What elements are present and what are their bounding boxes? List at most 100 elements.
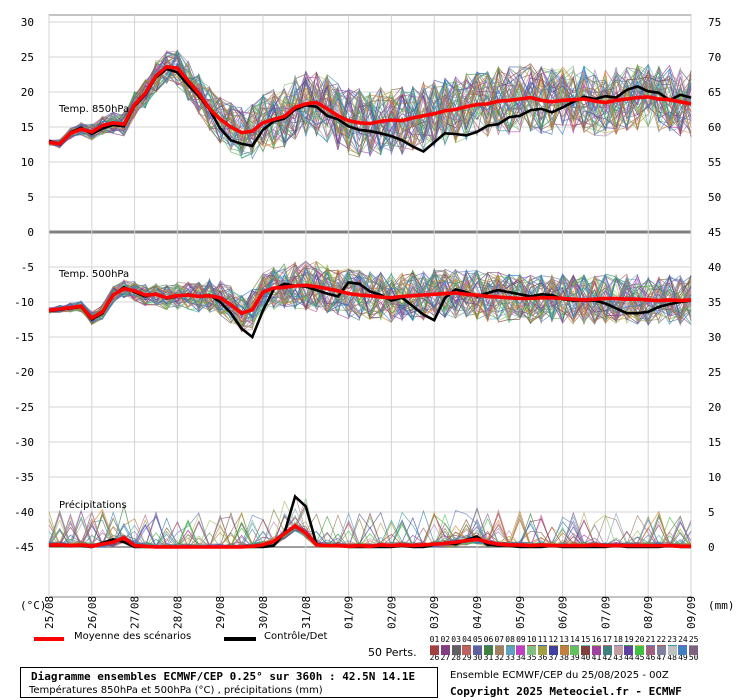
right-tick-label: 40 [708, 261, 721, 274]
pert-label: 44 [624, 653, 634, 662]
date-tick-label: 30/08 [257, 596, 270, 629]
pert-swatch [656, 646, 666, 655]
pert-swatch [484, 646, 493, 655]
member-line [48, 67, 692, 157]
credit-run: Ensemble ECMWF/CEP du 25/08/2025 - 00Z [450, 670, 669, 681]
mean-legend-label: Moyenne des scénarios [74, 631, 192, 642]
left-tick-label: -10 [14, 296, 34, 309]
date-tick-label: 28/08 [171, 596, 184, 629]
pert-swatch [494, 646, 504, 655]
left-tick-label: -15 [14, 331, 34, 344]
info-subtitle: Températures 850hPa et 500hPa (°C) , pré… [29, 685, 323, 696]
mean-line [48, 283, 692, 321]
pert-label: 31 [483, 653, 494, 662]
pert-label: 04 [462, 635, 472, 644]
right-tick-label: 15 [708, 436, 721, 449]
panel-label-850: Temp. 850hPa [58, 104, 129, 115]
info-box: Diagramme ensembles ECMWF/CEP 0.25° sur … [20, 667, 438, 698]
pert-swatch [451, 646, 461, 655]
date-tick-label: 31/08 [300, 596, 313, 629]
member-line [48, 269, 692, 323]
pert-label: 11 [537, 635, 548, 644]
perts-label: 50 Perts. [368, 646, 417, 659]
left-tick-label: 30 [21, 16, 34, 29]
right-tick-label: 5 [708, 506, 715, 519]
right-tick-label: 75 [708, 16, 721, 29]
left-tick-label: -5 [21, 261, 34, 274]
pert-label: 06 [483, 635, 494, 644]
info-title: Diagramme ensembles ECMWF/CEP 0.25° sur … [31, 670, 416, 683]
right-tick-label: 70 [708, 51, 721, 64]
right-tick-label: 10 [708, 471, 721, 484]
right-tick-label: 0 [708, 541, 715, 554]
left-tick-label: -45 [14, 541, 34, 554]
pert-swatch [527, 646, 537, 655]
credit-copyright: Copyright 2025 Meteociel.fr - ECMWF [450, 685, 682, 698]
pert-label: 18 [613, 635, 623, 644]
pert-swatch [635, 646, 645, 655]
pert-label: 38 [559, 653, 569, 662]
pert-label: 50 [688, 653, 699, 662]
pert-label: 13 [559, 635, 569, 644]
member-line [48, 53, 692, 156]
mean-line [48, 64, 692, 146]
pert-swatch [613, 646, 623, 655]
member-line [48, 49, 692, 156]
pert-swatch [430, 646, 439, 655]
date-tick-label: 03/09 [428, 596, 441, 629]
pert-swatch [548, 646, 558, 655]
pert-swatch [667, 646, 677, 655]
pert-swatch [581, 646, 591, 655]
left-tick-label: -40 [14, 506, 34, 519]
date-tick-label: 02/09 [385, 596, 398, 629]
date-tick-label: 07/09 [599, 596, 612, 629]
right-axis-unit: (mm) [708, 599, 735, 612]
pert-label: 29 [462, 653, 472, 662]
right-tick-label: 50 [708, 191, 721, 204]
left-axis-unit: (°C) [20, 599, 47, 612]
pert-swatch [538, 646, 547, 655]
right-tick-label: 30 [708, 331, 721, 344]
pert-swatch [462, 646, 472, 655]
date-tick-label: 29/08 [214, 596, 227, 629]
pert-label: 02 [440, 635, 451, 644]
left-tick-label: 5 [27, 191, 34, 204]
pert-label: 19 [624, 635, 634, 644]
member-line [48, 51, 692, 153]
panel-label-precip: Précipitations [59, 499, 127, 511]
right-tick-label: 60 [708, 121, 721, 134]
date-axis: 25/08 26/08 27/08 28/08 29/08 30/08 31/08 01/09… [43, 596, 698, 629]
pert-swatch [689, 646, 699, 655]
pert-swatch [678, 646, 688, 655]
pert-label: 21 [645, 635, 656, 644]
left-tick-label: 15 [21, 121, 34, 134]
main-series [48, 64, 692, 549]
date-tick-label: 27/08 [129, 596, 142, 629]
pert-label: 28 [451, 653, 461, 662]
pert-label: 45 [634, 653, 645, 662]
control-legend-label: Contrôle/Det [264, 631, 328, 642]
pert-label: 34 [516, 653, 526, 662]
pert-label: 49 [678, 653, 688, 662]
pert-label: 33 [505, 653, 515, 662]
member-line [48, 269, 692, 326]
pert-label: 46 [645, 653, 656, 662]
pert-swatch [473, 646, 483, 655]
right-tick-label: 55 [708, 156, 721, 169]
pert-swatch [592, 646, 601, 655]
left-tick-label: -35 [14, 471, 34, 484]
pert-swatch [624, 646, 634, 655]
left-tick-label: -20 [14, 366, 34, 379]
pert-label: 41 [591, 653, 602, 662]
pert-label: 37 [548, 653, 559, 662]
pert-label: 05 [472, 635, 483, 644]
control-swatch [224, 637, 256, 641]
member-line [48, 48, 692, 150]
date-tick-label: 25/08 [43, 596, 56, 629]
left-tick-label: -30 [14, 436, 34, 449]
member-line [48, 56, 692, 150]
left-tick-label: 20 [21, 86, 34, 99]
left-tick-label: 0 [27, 226, 34, 239]
